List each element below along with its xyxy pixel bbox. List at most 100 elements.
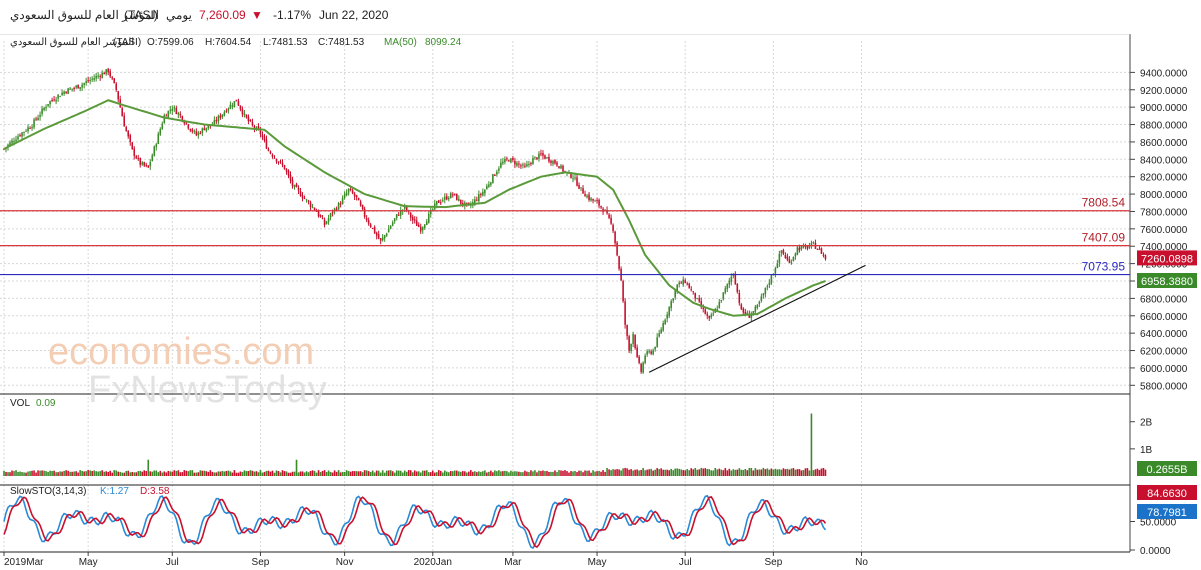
candle-body <box>431 209 434 211</box>
candle-body <box>654 346 656 350</box>
candle-body <box>199 132 202 134</box>
volume-bar <box>51 471 53 476</box>
volume-bar <box>285 471 288 476</box>
vol-last-tag-bg <box>1137 461 1197 476</box>
ma-last-tag: 6958.3880 <box>1141 276 1193 288</box>
candle-body <box>373 227 376 234</box>
volume-bar <box>804 468 807 476</box>
volume-bar <box>245 471 248 476</box>
candle-body <box>447 198 450 200</box>
volume-bar <box>574 471 576 476</box>
volume-bar <box>391 471 394 476</box>
candle-body <box>327 217 330 222</box>
volume-bar <box>726 470 729 476</box>
volume-bar <box>319 472 322 476</box>
volume-bar <box>97 471 99 476</box>
volume-bar <box>211 471 214 476</box>
volume-bar <box>728 468 731 476</box>
volume-bar <box>61 471 63 476</box>
volume-bar <box>712 470 715 476</box>
price-tick-label: 8800.0000 <box>1140 121 1188 132</box>
ascending-trendline <box>648 264 866 373</box>
candle-body <box>423 224 426 228</box>
volume-bar <box>43 470 45 476</box>
volume-bar <box>81 470 83 476</box>
volume-bar <box>371 470 374 476</box>
volume-bar <box>133 472 136 476</box>
volume-bar <box>766 468 769 476</box>
volume-bar <box>373 472 376 476</box>
volume-bar <box>824 469 827 476</box>
candle-body <box>163 115 166 124</box>
volume-bar <box>722 470 725 476</box>
candle-body <box>339 203 342 205</box>
volume-bar <box>646 469 648 476</box>
volume-bar <box>664 469 666 476</box>
header-period: يومي <box>166 8 192 22</box>
volume-bar <box>736 469 739 476</box>
candle-body <box>460 199 462 204</box>
volume-bar <box>321 470 324 476</box>
candle-body <box>159 129 162 135</box>
candle-body <box>504 159 506 163</box>
volume-bar <box>45 471 47 476</box>
volume-bar <box>379 472 382 476</box>
candle-body <box>524 165 526 167</box>
ma50-line <box>3 99 826 317</box>
volume-bar <box>441 472 444 476</box>
volume-bar <box>261 472 264 476</box>
candle-body <box>65 91 67 94</box>
volume-bar <box>257 472 260 476</box>
volume-bar <box>668 470 670 476</box>
volume-bar <box>15 470 17 476</box>
x-tick-label: May <box>79 557 98 568</box>
candle-body <box>634 334 636 349</box>
candle-body <box>177 112 180 115</box>
candle-body <box>764 287 767 295</box>
candle-body <box>534 156 536 158</box>
resistance-1-label: 7407.09 <box>1082 231 1126 245</box>
volume-bar <box>169 471 172 476</box>
volume-bar <box>431 470 434 476</box>
candle-body <box>578 184 580 189</box>
volume-bar <box>578 470 580 476</box>
volume-bar <box>594 471 596 476</box>
volume-bar <box>365 470 368 476</box>
candle-body <box>111 77 113 79</box>
candle-body <box>195 131 198 136</box>
volume-bar <box>782 468 785 476</box>
candle-body <box>822 254 825 256</box>
candle-body <box>383 235 386 239</box>
volume-bar <box>534 470 536 476</box>
volume-bar <box>620 470 622 476</box>
candle-body <box>249 120 252 122</box>
volume-bar <box>99 471 101 476</box>
volume-bar <box>710 470 713 476</box>
candle-body <box>75 85 77 88</box>
volume-bar <box>688 470 691 476</box>
volume-bar <box>634 469 636 476</box>
volume-bar <box>500 471 502 476</box>
volume-bar <box>333 470 336 476</box>
candle-body <box>608 214 610 218</box>
candle-body <box>37 117 39 121</box>
candle-body <box>421 227 424 231</box>
support-label: 7073.95 <box>1082 260 1126 274</box>
header-price: 7,260.09 <box>199 8 246 22</box>
volume-bar <box>87 470 89 476</box>
price-tick-label: 7600.0000 <box>1140 225 1188 236</box>
x-tick-label: No <box>855 557 868 568</box>
stoch-tick-label: 50.0000 <box>1140 518 1177 529</box>
volume-bar <box>243 470 246 476</box>
volume-value-label: 0.09 <box>36 398 56 409</box>
volume-bar <box>377 470 380 476</box>
candle-body <box>175 108 178 115</box>
volume-bar <box>628 469 630 476</box>
candle-body <box>213 119 216 125</box>
volume-bar <box>752 470 755 476</box>
volume-bar <box>189 470 192 476</box>
volume-bar <box>409 470 412 476</box>
candle-body <box>429 210 432 215</box>
volume-bar <box>101 470 103 476</box>
candle-body <box>570 172 572 178</box>
